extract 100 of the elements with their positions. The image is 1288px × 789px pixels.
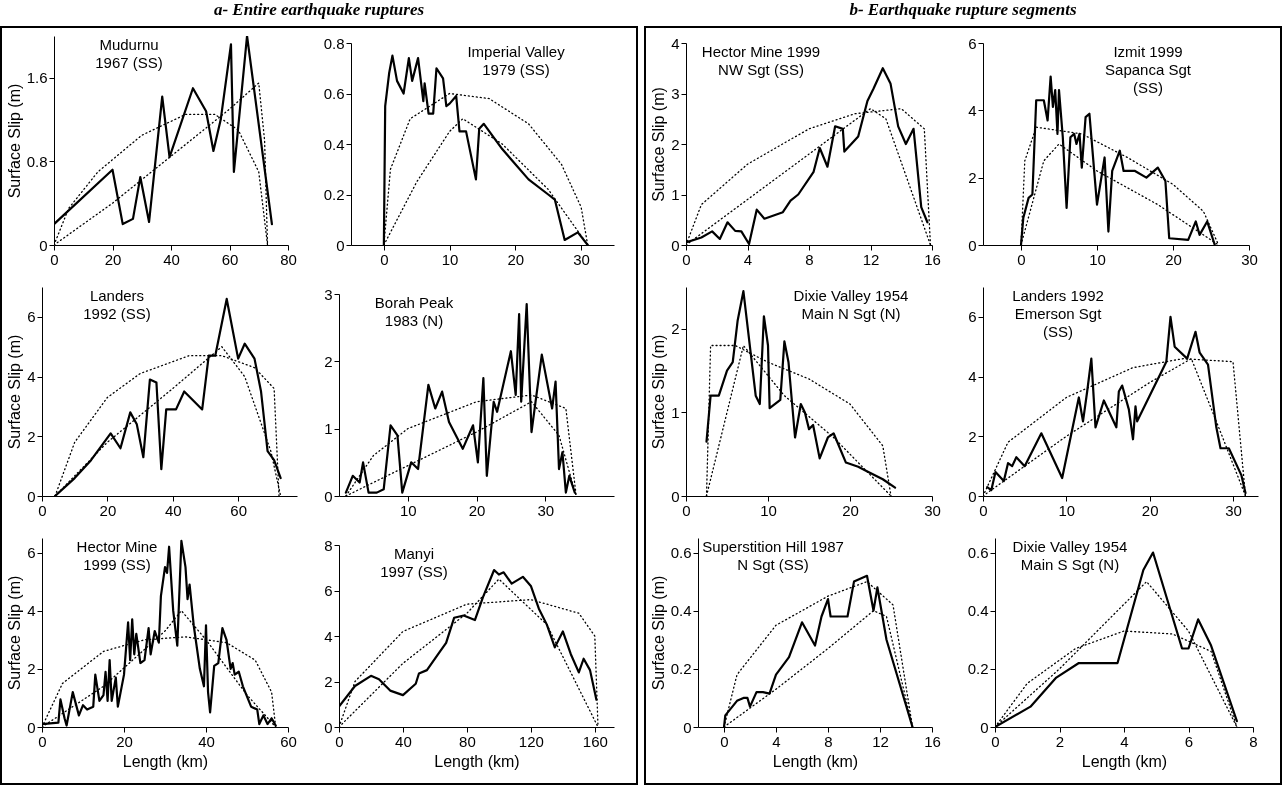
x-tick-label: 60 xyxy=(280,732,297,750)
y-axis-title: Surface Slip (m) xyxy=(6,334,24,450)
x-tick-label: 8 xyxy=(1249,732,1258,750)
annotation: Hector Mine 1999 (SS) xyxy=(76,538,158,573)
y-tick-label: 3 xyxy=(671,85,680,102)
y-tick-label: 0.4 xyxy=(670,602,692,620)
y-axis-title: Surface Slip (m) xyxy=(650,334,668,450)
annotation: Hector Mine 1999 NW Sgt (SS) xyxy=(701,43,821,78)
x-tick-label: 20 xyxy=(104,250,122,268)
annotation: Dixie Valley 1954 Main N Sgt (N) xyxy=(793,287,909,322)
annotation: Mudurnu 1967 (SS) xyxy=(95,36,163,71)
x-tick-label: 60 xyxy=(221,250,239,268)
x-tick-label: 20 xyxy=(99,501,117,519)
x-tick-label: 40 xyxy=(395,732,412,750)
x-tick-label: 20 xyxy=(116,732,133,750)
x-tick-label: 4 xyxy=(1120,732,1129,750)
x-tick-label: 16 xyxy=(924,250,941,268)
x-tick-label: 20 xyxy=(507,250,525,268)
x-tick-label: 8 xyxy=(824,732,833,750)
y-tick-label: 0.4 xyxy=(323,135,345,153)
x-tick-label: 40 xyxy=(164,501,182,519)
y-tick-label: 1.6 xyxy=(26,69,48,87)
y-tick-label: 6 xyxy=(968,308,977,326)
y-tick-label: 1 xyxy=(324,420,333,438)
y-axis-title: Surface Slip (m) xyxy=(6,575,24,691)
y-tick-label: 4 xyxy=(968,101,977,119)
y-tick-label: 4 xyxy=(27,602,36,620)
y-tick-label: 0 xyxy=(324,718,333,736)
x-tick-label: 0 xyxy=(50,250,59,268)
y-tick-label: 1 xyxy=(671,403,680,421)
y-tick-label: 4 xyxy=(27,368,36,386)
x-tick-label: 4 xyxy=(743,250,753,268)
y-tick-label: 0.4 xyxy=(967,602,989,620)
y-tick-label: 0.2 xyxy=(323,186,345,203)
y-tick-label: 6 xyxy=(27,544,36,562)
y-axis-title: Surface Slip (m) xyxy=(650,87,668,202)
annotation: Dixie Valley 1954 Main S Sgt (N) xyxy=(1012,538,1128,573)
y-axis-title: Surface Slip (m) xyxy=(649,575,667,691)
y-tick-label: 3 xyxy=(324,285,333,303)
x-tick-label: 20 xyxy=(468,501,486,519)
annotation: Borah Peak 1983 (N) xyxy=(374,294,454,329)
x-axis-title: Length (km) xyxy=(434,752,520,770)
x-tick-label: 0 xyxy=(991,732,1000,750)
x-tick-label: 80 xyxy=(280,250,297,268)
x-tick-label: 20 xyxy=(1165,250,1182,268)
x-tick-label: 10 xyxy=(760,501,777,519)
y-tick-label: 0 xyxy=(671,236,680,254)
x-tick-label: 30 xyxy=(537,501,555,519)
y-tick-label: 6 xyxy=(968,34,977,52)
y-tick-label: 4 xyxy=(324,627,333,645)
x-tick-label: 160 xyxy=(582,732,608,750)
x-tick-label: 10 xyxy=(441,250,459,268)
y-tick-label: 0.6 xyxy=(323,85,345,102)
x-tick-label: 40 xyxy=(163,250,180,268)
x-tick-label: 30 xyxy=(1241,250,1258,268)
y-tick-label: 0 xyxy=(336,236,345,254)
y-tick-label: 0 xyxy=(968,236,977,254)
x-tick-label: 2 xyxy=(1055,732,1065,750)
x-tick-label: 40 xyxy=(198,732,215,750)
y-tick-label: 0.2 xyxy=(967,660,989,678)
x-axis-title: Length (km) xyxy=(1081,752,1168,770)
chart-title: b- Earthquake rupture segments xyxy=(848,0,1078,21)
x-tick-label: 16 xyxy=(924,732,941,750)
annotation: Manyi 1997 (SS) xyxy=(380,545,448,580)
annotation: Landers 1992 Emerson Sgt (SS) xyxy=(1012,287,1104,340)
x-tick-label: 30 xyxy=(924,501,941,519)
x-tick-label: 0 xyxy=(720,732,729,750)
y-tick-label: 6 xyxy=(324,582,333,599)
annotation: Imperial Valley 1979 (SS) xyxy=(467,43,566,78)
y-tick-label: 0 xyxy=(980,718,989,736)
x-axis-title: Length (km) xyxy=(122,752,209,770)
y-tick-label: 0.6 xyxy=(670,544,692,562)
y-tick-label: 0.8 xyxy=(26,152,48,170)
x-tick-label: 10 xyxy=(1089,250,1106,268)
x-tick-label: 30 xyxy=(573,250,590,268)
y-tick-label: 2 xyxy=(324,673,333,690)
y-tick-label: 2 xyxy=(324,352,333,370)
y-tick-label: 2 xyxy=(671,320,680,338)
y-tick-label: 0 xyxy=(683,718,692,736)
y-tick-label: 2 xyxy=(671,135,680,153)
chart-title: a- Entire earthquake ruptures xyxy=(212,0,426,21)
x-tick-label: 10 xyxy=(399,501,417,519)
x-tick-label: 8 xyxy=(805,250,814,268)
y-tick-label: 4 xyxy=(671,34,680,52)
x-tick-label: 0 xyxy=(1017,250,1026,268)
y-tick-label: 1 xyxy=(671,186,680,203)
y-tick-label: 8 xyxy=(324,536,333,554)
x-tick-label: 20 xyxy=(1141,501,1159,519)
y-tick-label: 0 xyxy=(27,487,36,505)
x-tick-label: 30 xyxy=(1225,501,1242,519)
y-tick-label: 0 xyxy=(968,487,977,505)
y-tick-label: 0.8 xyxy=(323,34,345,52)
y-tick-label: 2 xyxy=(968,427,977,445)
y-tick-label: 0.6 xyxy=(967,544,989,562)
x-tick-label: 0 xyxy=(380,250,389,268)
y-tick-label: 0 xyxy=(39,236,48,254)
y-tick-label: 0 xyxy=(324,487,333,505)
x-axis-title: Length (km) xyxy=(772,752,859,770)
x-tick-label: 120 xyxy=(518,732,544,750)
y-tick-label: 2 xyxy=(27,427,36,445)
